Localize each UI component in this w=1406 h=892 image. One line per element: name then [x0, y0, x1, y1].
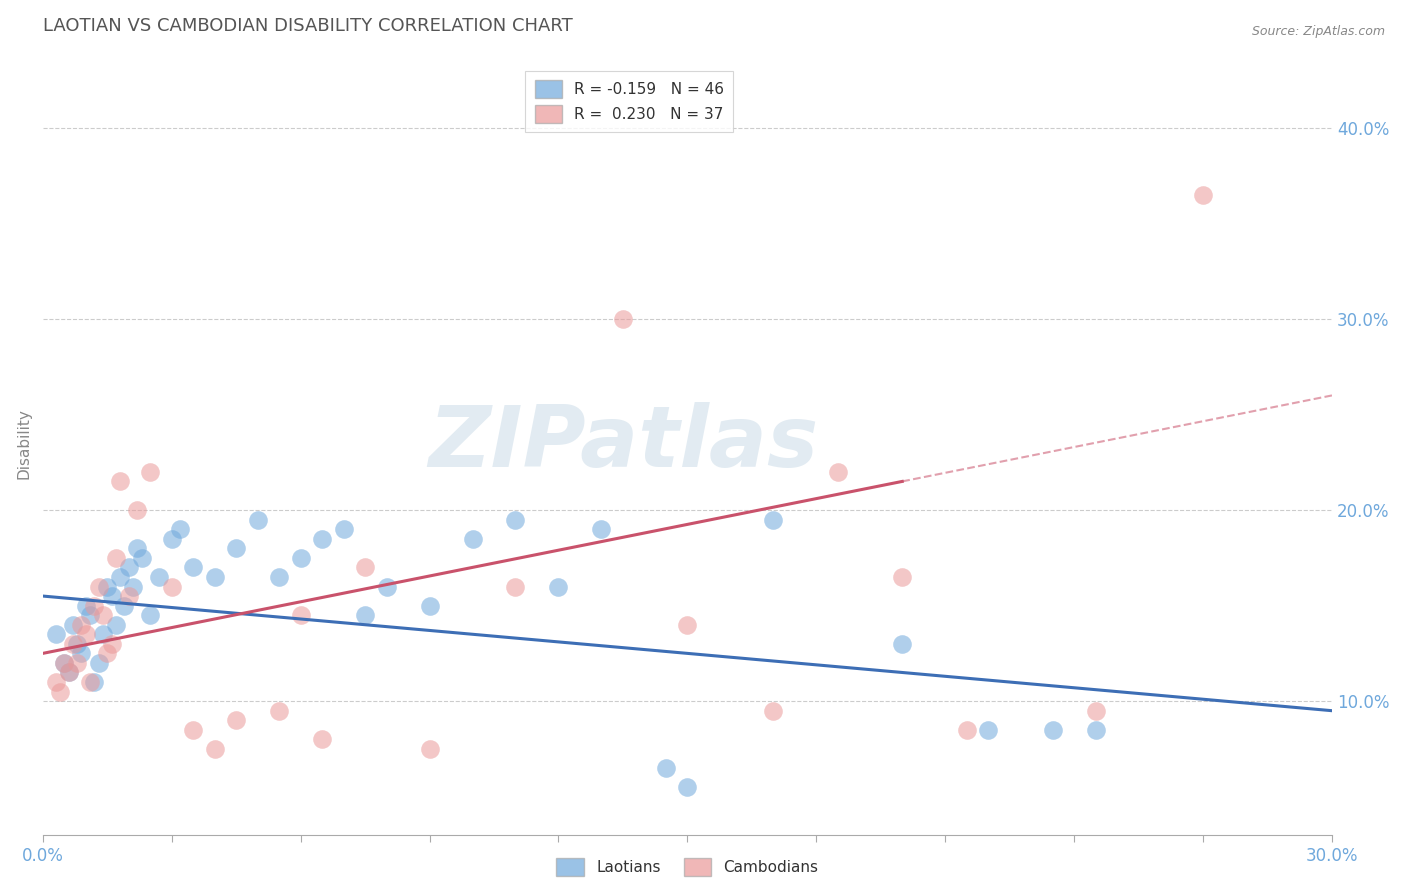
Point [891, 637, 914, 651]
Point [827, 465, 849, 479]
Point [100, 637, 122, 651]
Point [505, 580, 527, 594]
Point [53, 656, 76, 670]
Point [290, 550, 312, 565]
Point [62, 617, 84, 632]
Y-axis label: Disability: Disability [17, 408, 32, 479]
Point [58, 665, 80, 680]
Text: LAOTIAN VS CAMBODIAN DISABILITY CORRELATION CHART: LAOTIAN VS CAMBODIAN DISABILITY CORRELAT… [42, 17, 572, 35]
Point [91, 627, 114, 641]
Point [70, 646, 93, 660]
Point [311, 532, 333, 546]
Point [354, 560, 377, 574]
Point [118, 560, 141, 574]
Point [762, 513, 785, 527]
Point [269, 570, 291, 584]
Point [118, 589, 141, 603]
Point [891, 570, 914, 584]
Point [108, 570, 131, 584]
Point [91, 608, 114, 623]
Point [131, 550, 153, 565]
Legend: Laotians, Cambodians: Laotians, Cambodians [550, 852, 824, 882]
Point [655, 761, 678, 775]
Point [122, 580, 145, 594]
Point [956, 723, 979, 737]
Point [49, 684, 72, 698]
Point [332, 522, 354, 536]
Point [612, 312, 634, 326]
Point [204, 742, 226, 756]
Point [75, 599, 97, 613]
Point [354, 608, 377, 623]
Point [108, 475, 131, 489]
Point [70, 617, 93, 632]
Point [87, 656, 110, 670]
Point [762, 704, 785, 718]
Point [246, 513, 269, 527]
Point [461, 532, 484, 546]
Point [127, 541, 149, 556]
Point [45, 627, 67, 641]
Point [96, 580, 118, 594]
Point [225, 713, 247, 727]
Point [127, 503, 149, 517]
Point [66, 656, 89, 670]
Point [104, 617, 127, 632]
Point [79, 608, 101, 623]
Point [45, 675, 67, 690]
Point [311, 732, 333, 747]
Point [591, 522, 613, 536]
Point [87, 580, 110, 594]
Point [181, 723, 204, 737]
Point [79, 675, 101, 690]
Point [676, 617, 699, 632]
Point [53, 656, 76, 670]
Point [66, 637, 89, 651]
Point [169, 522, 191, 536]
Point [505, 513, 527, 527]
Point [100, 589, 122, 603]
Point [676, 780, 699, 794]
Point [375, 580, 398, 594]
Text: Source: ZipAtlas.com: Source: ZipAtlas.com [1251, 25, 1385, 38]
Point [419, 742, 441, 756]
Point [148, 570, 170, 584]
Point [290, 608, 312, 623]
Point [62, 637, 84, 651]
Point [1084, 723, 1107, 737]
Point [139, 465, 162, 479]
Point [58, 665, 80, 680]
Text: ZIPatlas: ZIPatlas [427, 401, 818, 484]
Point [181, 560, 204, 574]
Point [104, 550, 127, 565]
Point [977, 723, 1000, 737]
Point [225, 541, 247, 556]
Point [139, 608, 162, 623]
Point [419, 599, 441, 613]
Point [160, 580, 183, 594]
Point [96, 646, 118, 660]
Point [1042, 723, 1064, 737]
Point [75, 627, 97, 641]
Point [269, 704, 291, 718]
Point [83, 675, 105, 690]
Point [112, 599, 135, 613]
Point [83, 599, 105, 613]
Point [160, 532, 183, 546]
Point [204, 570, 226, 584]
Point [1084, 704, 1107, 718]
Point [1192, 187, 1215, 202]
Point [547, 580, 569, 594]
